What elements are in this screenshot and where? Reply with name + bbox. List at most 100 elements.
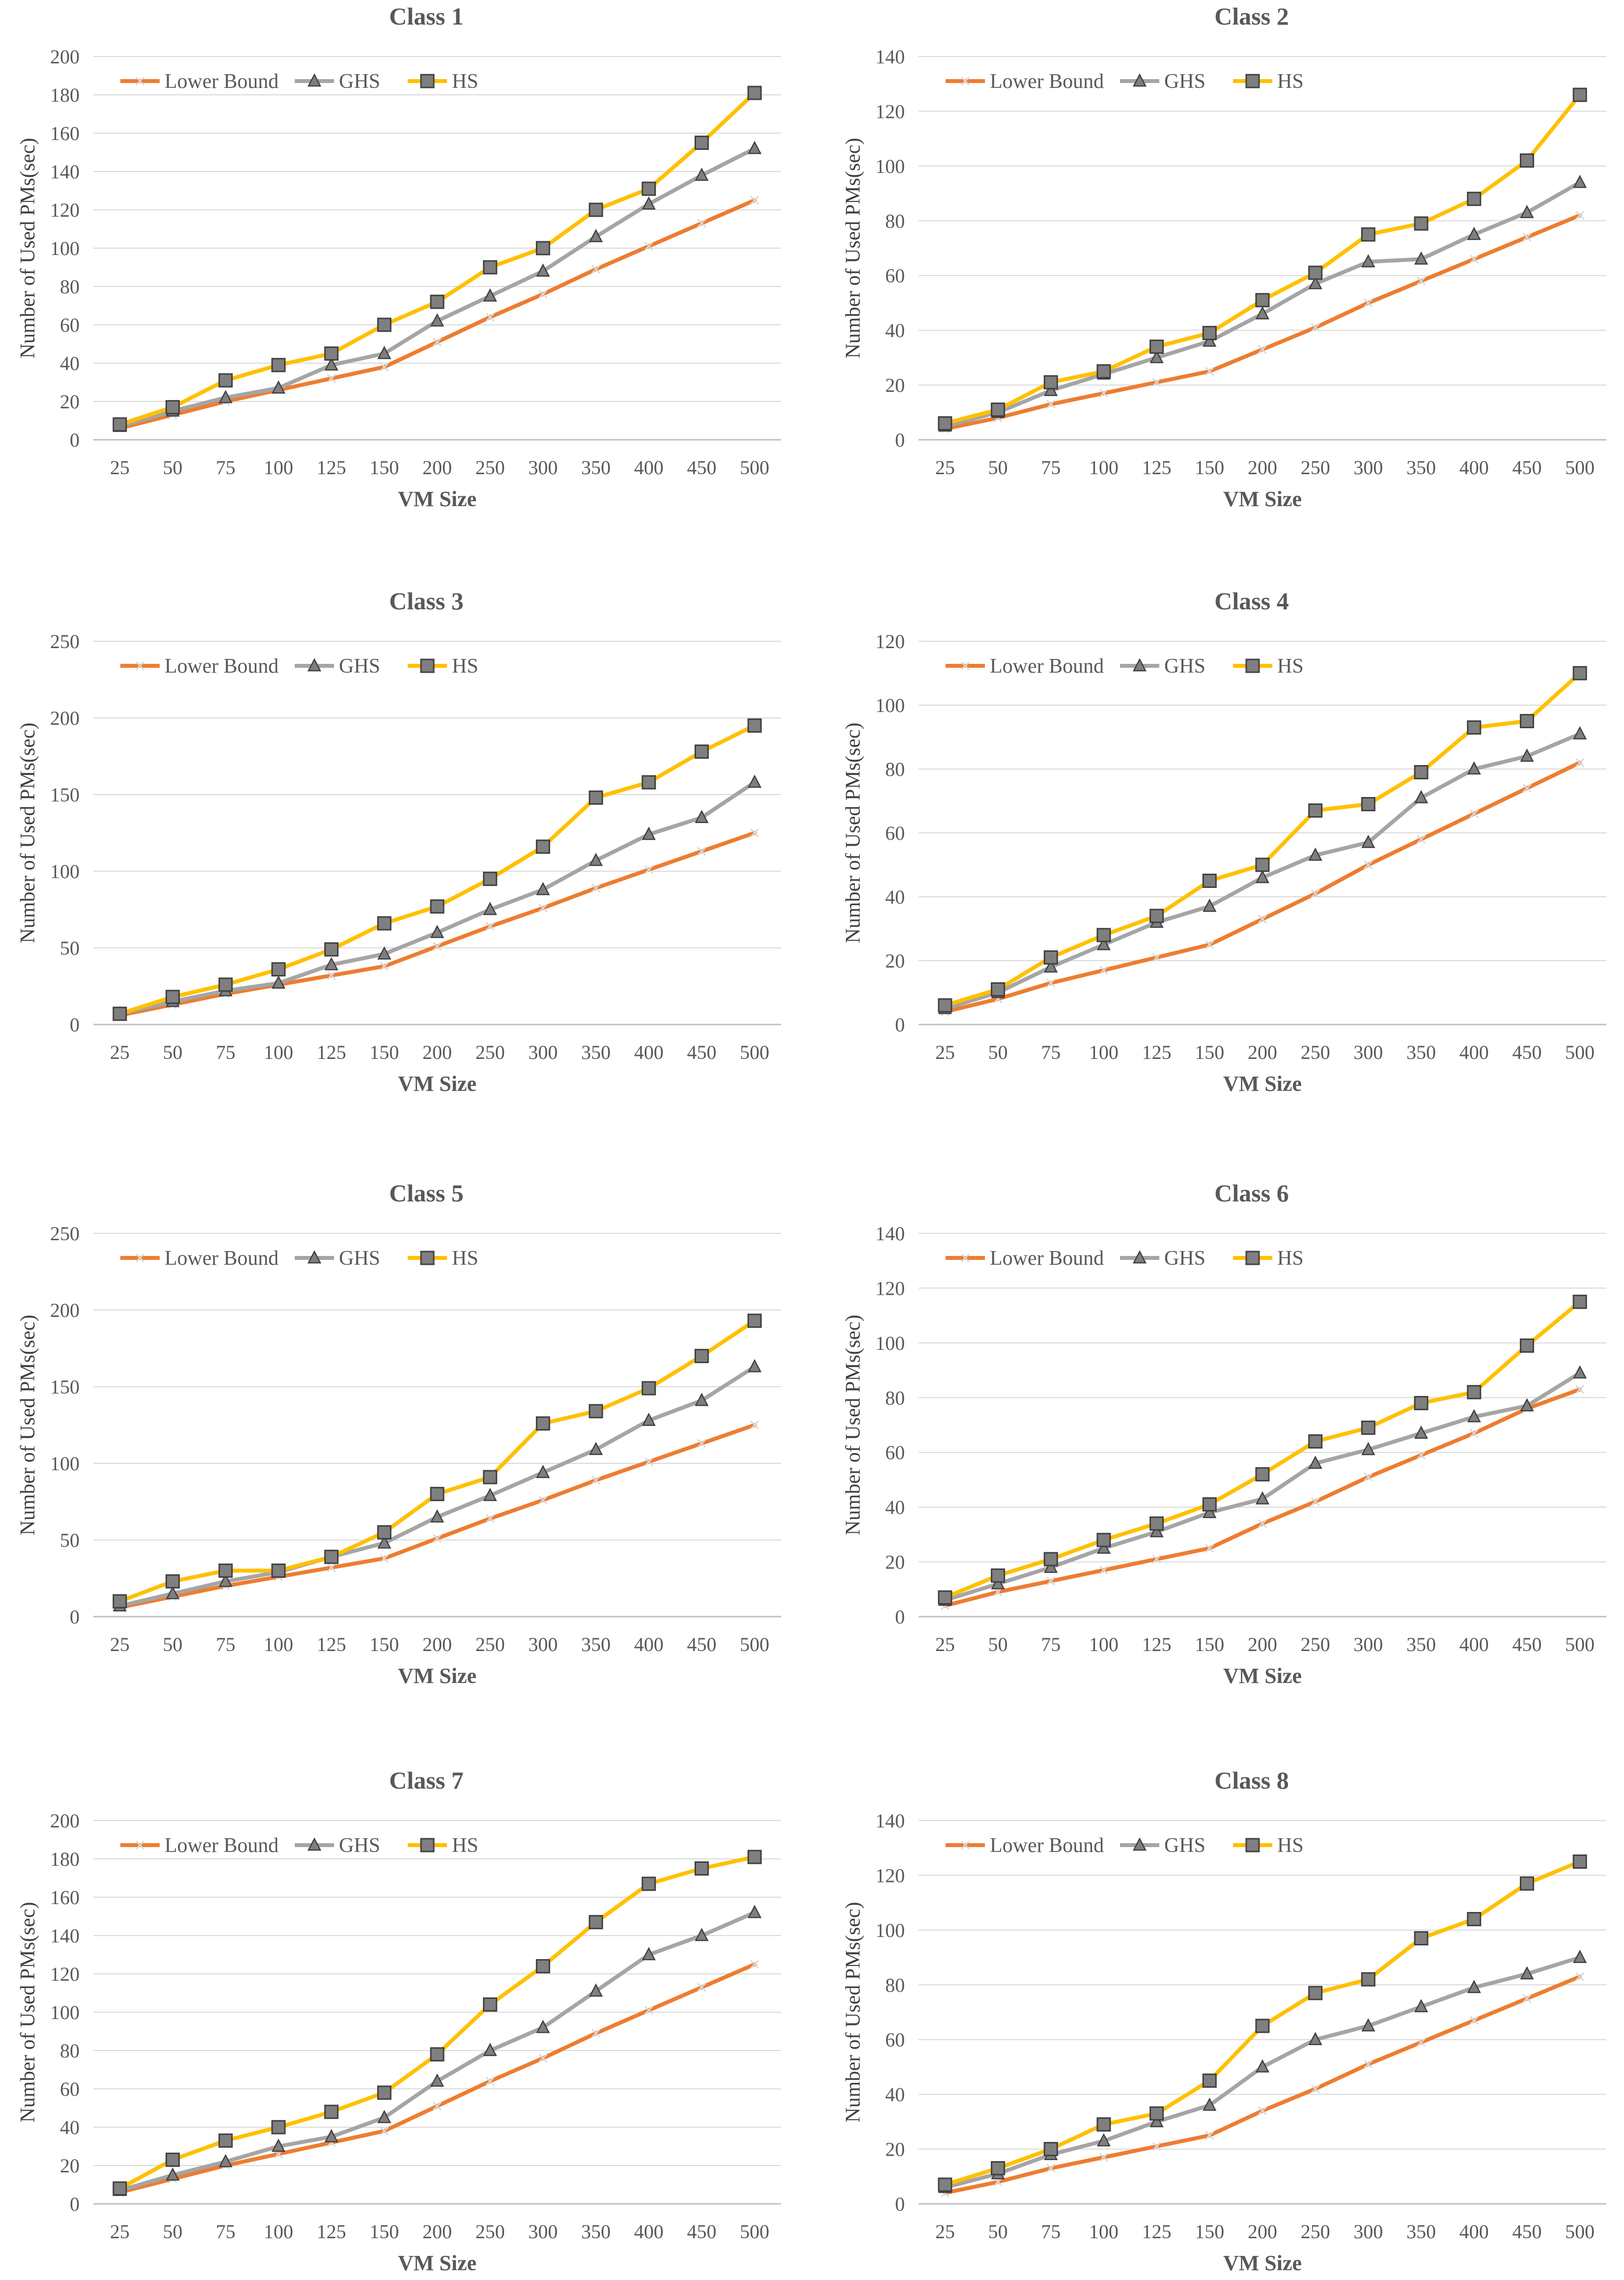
data-point-lower-bound xyxy=(644,1457,653,1466)
series-hs xyxy=(938,1294,1587,1605)
data-point-hs xyxy=(747,86,762,100)
x-tick-label: 400 xyxy=(634,1041,664,1063)
x-tick-label: 300 xyxy=(528,1041,558,1063)
chart-title: Class 6 xyxy=(1214,1179,1288,1207)
data-point-lower-bound xyxy=(1575,758,1585,768)
legend-label: GHS xyxy=(1164,1247,1205,1270)
data-point-lower-bound xyxy=(750,828,759,838)
data-point-lower-bound xyxy=(327,1563,336,1572)
legend: Lower Bound GHS HS xyxy=(946,1247,1304,1270)
data-point-lower-bound xyxy=(432,338,442,347)
data-point-hs xyxy=(430,2047,445,2062)
data-point-hs xyxy=(218,2133,233,2148)
legend: Lower Bound GHS HS xyxy=(120,1247,478,1270)
data-point-hs xyxy=(1519,714,1534,728)
data-point-ghs xyxy=(1573,1365,1587,1379)
data-point-lower-bound xyxy=(538,289,548,299)
x-tick-label: 450 xyxy=(1512,1633,1541,1655)
x-tick-label: 300 xyxy=(1353,2221,1383,2243)
legend-item-lower-bound: Lower Bound xyxy=(120,655,279,678)
x-tick-label: 50 xyxy=(988,1633,1008,1655)
data-point-ghs xyxy=(1096,937,1111,950)
data-point-ghs xyxy=(1044,1560,1058,1573)
data-point-lower-bound xyxy=(1152,953,1161,962)
legend-item-hs: HS xyxy=(408,655,478,678)
data-point-hs xyxy=(1308,1434,1323,1449)
data-point-lower-bound xyxy=(644,865,653,874)
data-point-hs xyxy=(430,294,445,309)
y-tick-label: 80 xyxy=(885,758,905,780)
data-point-hs xyxy=(1467,1912,1482,1927)
legend-item-hs: HS xyxy=(408,1834,478,1857)
legend-marker xyxy=(1132,1837,1147,1851)
x-tick-label: 500 xyxy=(1565,2221,1595,2243)
data-point-hs xyxy=(991,402,1006,417)
y-tick-label: 180 xyxy=(50,1848,80,1870)
data-point-ghs xyxy=(748,1905,762,1918)
y-tick-label: 40 xyxy=(885,2083,905,2106)
series-lower-bound xyxy=(940,758,1585,1017)
legend-marker xyxy=(960,76,970,86)
x-tick-label: 100 xyxy=(1089,1041,1119,1063)
x-axis-label: VM Size xyxy=(398,487,476,511)
x-tick-label: 400 xyxy=(1459,1633,1489,1655)
x-tick-label: 450 xyxy=(687,456,716,479)
x-tick-label: 450 xyxy=(1512,456,1541,479)
data-point-hs xyxy=(166,1574,180,1589)
legend-item-ghs: GHS xyxy=(1120,655,1205,678)
chart-class-1: Class 1 0 20 40 60 80 100 120 140 160 180 200 25 50 75… xyxy=(17,2,781,511)
x-tick-label: 75 xyxy=(216,1633,235,1655)
data-point-ghs xyxy=(377,1535,392,1549)
y-tick-label: 120 xyxy=(875,630,905,653)
legend-marker xyxy=(960,1253,970,1263)
data-point-hs xyxy=(991,982,1006,997)
series-ghs xyxy=(938,174,1587,432)
y-tick-label: 100 xyxy=(875,1332,905,1354)
data-point-ghs xyxy=(324,957,338,970)
y-axis-label: Number of Used PMs(sec) xyxy=(842,138,865,358)
data-point-lower-bound xyxy=(1152,1554,1161,1564)
legend-label: HS xyxy=(452,70,478,93)
legend-label: Lower Bound xyxy=(165,1834,279,1857)
legend: Lower Bound GHS HS xyxy=(946,1834,1304,1857)
y-tick-label: 200 xyxy=(50,707,80,729)
x-tick-label: 300 xyxy=(528,2221,558,2243)
x-tick-label: 150 xyxy=(1195,2221,1224,2243)
y-axis-label: Number of Used PMs(sec) xyxy=(842,1902,865,2122)
y-tick-label: 120 xyxy=(50,199,80,221)
x-tick-label: 25 xyxy=(110,1041,130,1063)
y-tick-label: 0 xyxy=(70,1014,80,1036)
x-tick-label: 250 xyxy=(476,1041,505,1063)
x-tick-label: 100 xyxy=(1089,2221,1119,2243)
data-point-ghs xyxy=(1573,174,1587,188)
data-point-ghs xyxy=(1044,383,1058,396)
x-tick-label: 50 xyxy=(163,456,183,479)
data-point-lower-bound xyxy=(1417,276,1426,285)
x-tick-label: 400 xyxy=(1459,1041,1489,1063)
data-point-ghs xyxy=(324,2129,338,2142)
data-point-lower-bound xyxy=(1311,323,1320,332)
data-point-lower-bound xyxy=(380,2126,389,2136)
data-point-hs xyxy=(1361,1421,1375,1435)
series-hs xyxy=(938,666,1587,1013)
data-point-ghs xyxy=(1467,1409,1481,1423)
x-tick-label: 400 xyxy=(634,456,664,479)
data-point-ghs xyxy=(1414,251,1428,265)
x-tick-label: 75 xyxy=(216,2221,235,2243)
legend: Lower Bound GHS HS xyxy=(946,655,1304,678)
x-axis-label: VM Size xyxy=(1223,2251,1302,2275)
legend-marker xyxy=(1132,1250,1147,1264)
data-point-lower-bound xyxy=(1099,389,1108,398)
legend-label: GHS xyxy=(1164,1834,1205,1857)
data-point-lower-bound xyxy=(1152,377,1161,387)
data-point-hs xyxy=(991,2161,1006,2176)
data-point-ghs xyxy=(1361,834,1375,848)
y-tick-label: 60 xyxy=(885,1442,905,1464)
data-point-hs xyxy=(1255,1467,1270,1482)
series-line-lower-bound xyxy=(943,761,1582,1014)
y-tick-label: 0 xyxy=(895,2193,905,2215)
x-tick-label: 250 xyxy=(476,456,505,479)
data-point-lower-bound xyxy=(485,313,495,322)
data-point-ghs xyxy=(1149,1524,1164,1538)
data-point-ghs xyxy=(589,853,603,866)
